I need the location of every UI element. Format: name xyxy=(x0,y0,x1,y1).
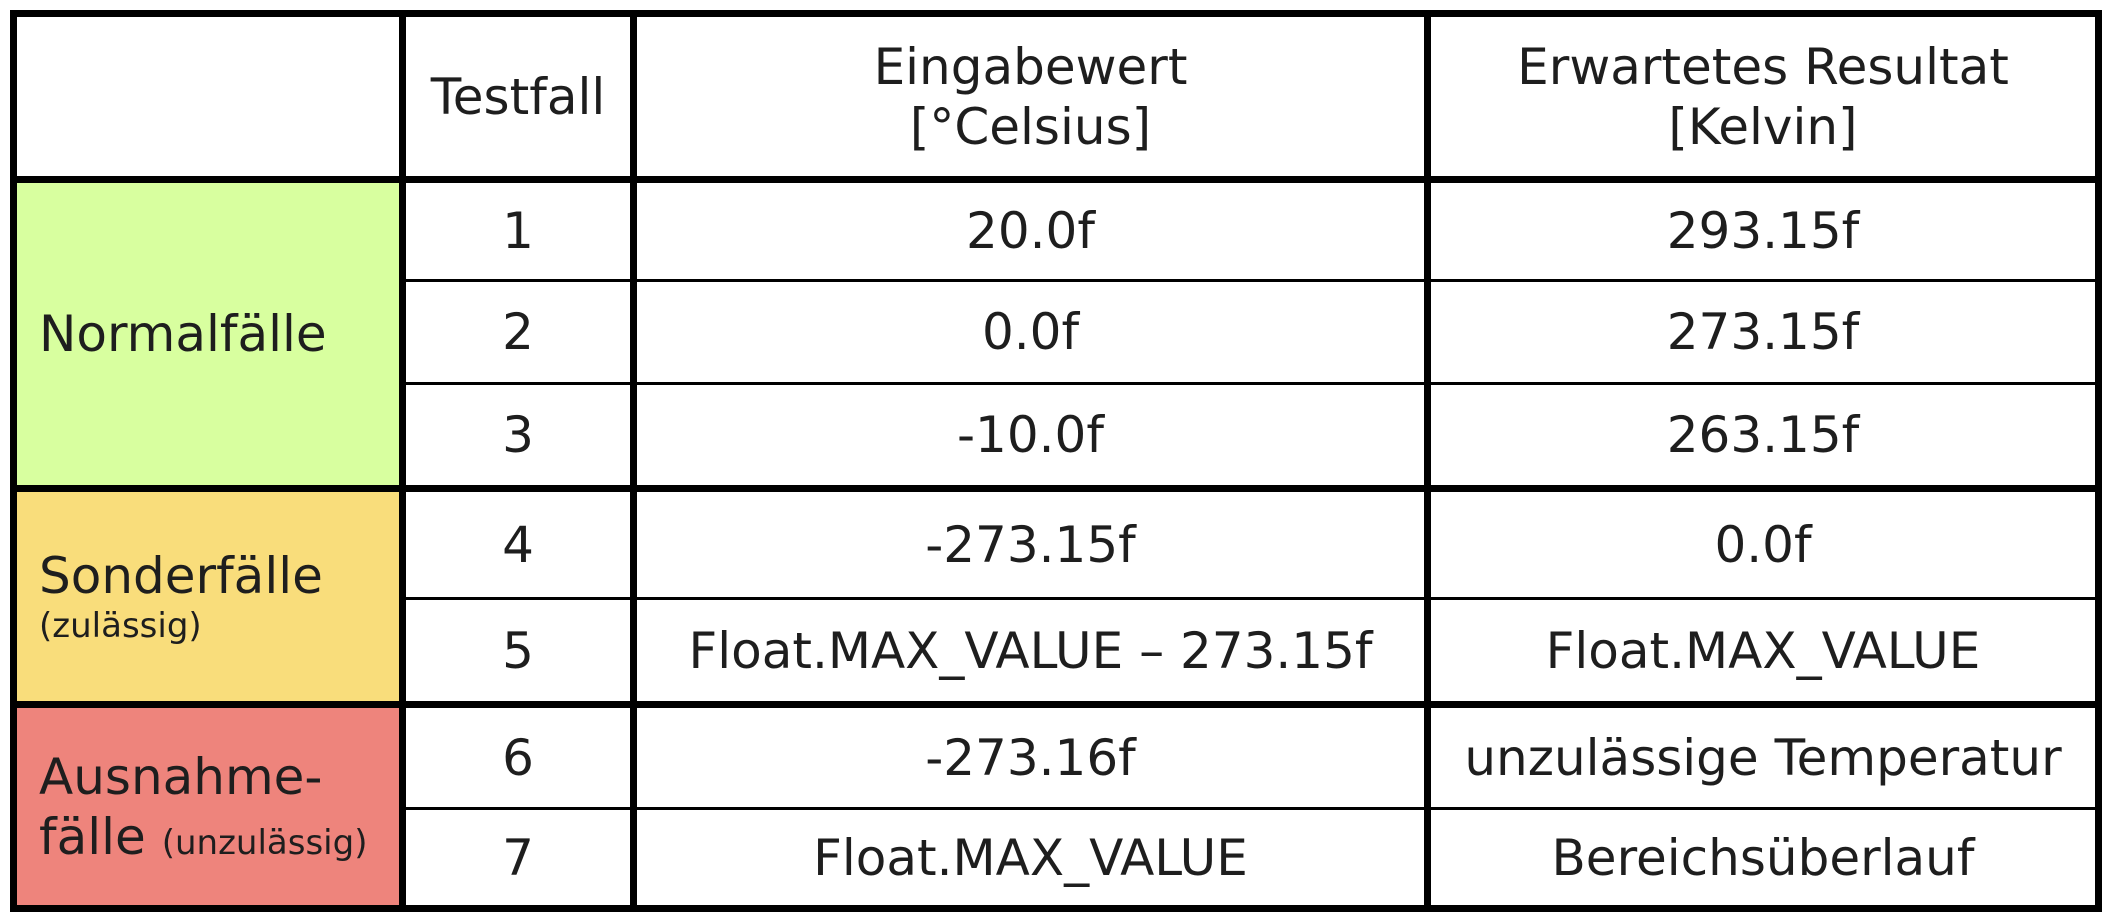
row-2-resultat: 273.15f xyxy=(1424,279,2095,382)
header-eingabewert-line1: Eingabewert xyxy=(873,37,1188,96)
header-eingabewert-unit: [°Celsius] xyxy=(909,97,1152,156)
header-empty-cell xyxy=(17,17,399,176)
group-normalfaelle: Normalfälle xyxy=(17,176,399,485)
row-2-testfall: 2 xyxy=(399,279,630,382)
row-6-testfall: 6 xyxy=(399,701,630,807)
group-ausnahmefaelle-label1: Ausnahme- xyxy=(39,747,323,806)
row-1-eingabe: 20.0f xyxy=(630,176,1424,279)
group-sonderfaelle-sub: (zulässig) xyxy=(39,606,202,647)
row-7-resultat: Bereichsüberlauf xyxy=(1424,807,2095,905)
group-ausnahmefaelle-sub: (unzulässig) xyxy=(161,822,368,863)
group-normalfaelle-label: Normalfälle xyxy=(39,305,327,363)
header-erwartetes-resultat: Erwartetes Resultat [Kelvin] xyxy=(1424,17,2095,176)
group-sonderfaelle-label: Sonderfälle xyxy=(39,547,323,606)
row-6-resultat: unzulässige Temperatur xyxy=(1424,701,2095,807)
row-7-testfall: 7 xyxy=(399,807,630,905)
row-6-eingabe: -273.16f xyxy=(630,701,1424,807)
group-ausnahmefaelle-label2: fälle xyxy=(39,807,146,866)
row-4-resultat: 0.0f xyxy=(1424,485,2095,597)
row-1-testfall: 1 xyxy=(399,176,630,279)
row-5-testfall: 5 xyxy=(399,597,630,701)
group-ausnahmefaelle-line2: fälle (unzulässig) xyxy=(39,807,367,867)
row-3-testfall: 3 xyxy=(399,382,630,485)
row-3-eingabe: -10.0f xyxy=(630,382,1424,485)
table-grid: Testfall Eingabewert [°Celsius] Erwartet… xyxy=(17,17,2095,905)
row-1-resultat: 293.15f xyxy=(1424,176,2095,279)
row-4-eingabe: -273.15f xyxy=(630,485,1424,597)
row-5-resultat: Float.MAX_VALUE xyxy=(1424,597,2095,701)
test-case-table: Testfall Eingabewert [°Celsius] Erwartet… xyxy=(10,10,2102,912)
group-sonderfaelle: Sonderfälle (zulässig) xyxy=(17,485,399,701)
row-4-testfall: 4 xyxy=(399,485,630,597)
row-7-eingabe: Float.MAX_VALUE xyxy=(630,807,1424,905)
row-5-eingabe: Float.MAX_VALUE – 273.15f xyxy=(630,597,1424,701)
header-eingabewert: Eingabewert [°Celsius] xyxy=(630,17,1424,176)
header-testfall: Testfall xyxy=(399,17,630,176)
row-3-resultat: 263.15f xyxy=(1424,382,2095,485)
group-ausnahmefaelle: Ausnahme- fälle (unzulässig) xyxy=(17,701,399,905)
row-2-eingabe: 0.0f xyxy=(630,279,1424,382)
header-resultat-line1: Erwartetes Resultat xyxy=(1517,37,2009,96)
header-resultat-unit: [Kelvin] xyxy=(1668,97,1858,156)
